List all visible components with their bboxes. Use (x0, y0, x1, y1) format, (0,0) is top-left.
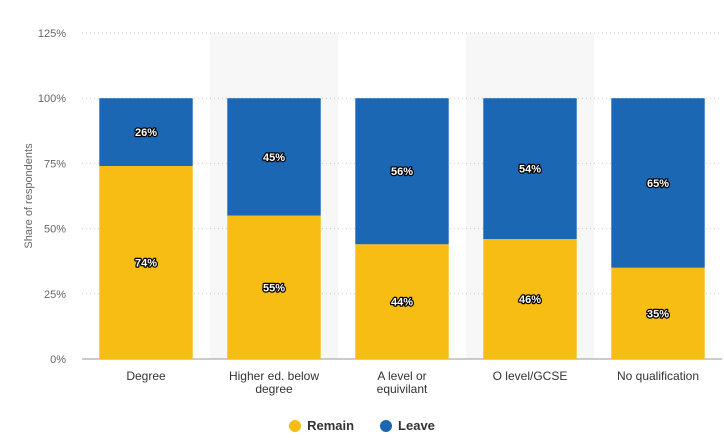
bar-remain-0[interactable] (99, 166, 193, 359)
bar-leave-4[interactable] (611, 98, 705, 268)
data-label: 54% (519, 164, 541, 176)
bar-remain-4[interactable] (611, 267, 705, 359)
bar-leave-2[interactable] (355, 98, 449, 245)
legend-label: Leave (398, 418, 435, 433)
y-tick-label: 25% (44, 289, 66, 301)
data-label: 65% (647, 178, 669, 190)
category-label: O level/GCSE (493, 369, 568, 383)
data-label: 35% (647, 308, 669, 320)
legend-item-leave[interactable]: Leave (380, 418, 435, 433)
y-tick-label: 50% (44, 224, 66, 236)
data-label: 55% (263, 282, 285, 294)
data-label: 45% (263, 152, 285, 164)
data-label: 74% (135, 258, 157, 270)
y-tick-label: 0% (50, 354, 66, 366)
data-label: 44% (391, 297, 413, 309)
category-labels: Degree Higher ed. below degree A level or eq… (126, 369, 699, 396)
y-tick-label: 75% (44, 158, 66, 170)
legend: Remain Leave (0, 418, 724, 433)
bar-remain-3[interactable] (483, 239, 577, 359)
data-labels: 74% 26% 55% 45% 44% 56% 46% 54% 35% 65% (134, 126, 671, 322)
stacked-bar-chart: Share of respondents 0% 25% 50% 75% 100% 125%… (23, 28, 722, 396)
y-tick-label: 125% (38, 28, 66, 40)
bar-leave-3[interactable] (483, 98, 577, 240)
category-label: No qualification (617, 369, 699, 383)
legend-dot-icon (289, 419, 302, 432)
category-label: Higher ed. below degree (229, 369, 319, 396)
y-tick-label: 100% (38, 93, 66, 105)
category-label: A level or equivilant (377, 369, 428, 396)
bar-leave-1[interactable] (227, 98, 321, 216)
bar-remain-2[interactable] (355, 244, 449, 359)
legend-dot-icon (380, 419, 393, 432)
y-tick-labels: 0% 25% 50% 75% 100% 125% (38, 28, 66, 366)
bars (99, 98, 705, 359)
legend-item-remain[interactable]: Remain (289, 418, 354, 433)
data-label: 26% (135, 127, 157, 139)
bar-remain-1[interactable] (227, 215, 321, 359)
category-label: Degree (126, 369, 166, 383)
data-label: 56% (391, 166, 413, 178)
data-label: 46% (519, 294, 541, 306)
bar-leave-0[interactable] (99, 98, 193, 167)
y-axis-label: Share of respondents (23, 143, 35, 249)
legend-label: Remain (307, 418, 355, 433)
